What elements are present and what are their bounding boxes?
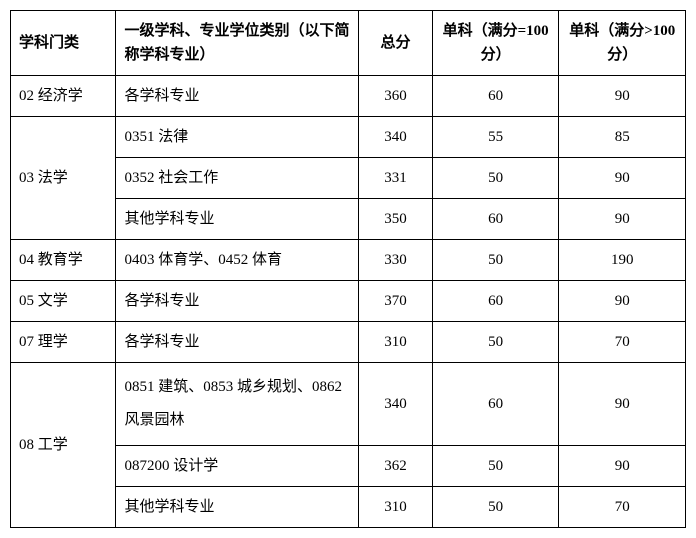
cell-single100: 50 <box>432 446 559 487</box>
cell-total: 340 <box>359 117 433 158</box>
cell-single100: 60 <box>432 281 559 322</box>
cell-singleover100: 90 <box>559 363 686 446</box>
cell-single100: 60 <box>432 76 559 117</box>
cell-category: 04 教育学 <box>11 240 116 281</box>
cell-singleover100: 90 <box>559 76 686 117</box>
cell-single100: 50 <box>432 240 559 281</box>
cell-total: 362 <box>359 446 433 487</box>
header-category: 学科门类 <box>11 11 116 76</box>
cell-category: 07 理学 <box>11 322 116 363</box>
cell-singleover100: 90 <box>559 199 686 240</box>
cell-subject: 087200 设计学 <box>116 446 359 487</box>
cell-singleover100: 190 <box>559 240 686 281</box>
cell-total: 330 <box>359 240 433 281</box>
cell-single100: 50 <box>432 487 559 528</box>
cell-subject: 0351 法律 <box>116 117 359 158</box>
cell-total: 360 <box>359 76 433 117</box>
header-subject: 一级学科、专业学位类别（以下简称学科专业） <box>116 11 359 76</box>
cell-subject: 0352 社会工作 <box>116 158 359 199</box>
table-row: 05 文学各学科专业3706090 <box>11 281 686 322</box>
cell-total: 310 <box>359 322 433 363</box>
score-table: 学科门类 一级学科、专业学位类别（以下简称学科专业） 总分 单科（满分=100 … <box>10 10 686 528</box>
cell-category: 05 文学 <box>11 281 116 322</box>
cell-singleover100: 85 <box>559 117 686 158</box>
cell-singleover100: 90 <box>559 158 686 199</box>
cell-single100: 55 <box>432 117 559 158</box>
cell-subject: 各学科专业 <box>116 322 359 363</box>
cell-single100: 60 <box>432 363 559 446</box>
cell-subject: 各学科专业 <box>116 76 359 117</box>
header-total: 总分 <box>359 11 433 76</box>
cell-total: 340 <box>359 363 433 446</box>
cell-singleover100: 90 <box>559 281 686 322</box>
cell-category: 02 经济学 <box>11 76 116 117</box>
cell-singleover100: 90 <box>559 446 686 487</box>
cell-singleover100: 70 <box>559 487 686 528</box>
cell-singleover100: 70 <box>559 322 686 363</box>
table-row: 02 经济学各学科专业3606090 <box>11 76 686 117</box>
header-singleover100: 单科（满分>100 分） <box>559 11 686 76</box>
cell-category: 08 工学 <box>11 363 116 528</box>
cell-single100: 50 <box>432 322 559 363</box>
table-row: 03 法学0351 法律3405585 <box>11 117 686 158</box>
cell-total: 331 <box>359 158 433 199</box>
cell-single100: 60 <box>432 199 559 240</box>
cell-single100: 50 <box>432 158 559 199</box>
cell-total: 310 <box>359 487 433 528</box>
table-row: 07 理学各学科专业3105070 <box>11 322 686 363</box>
table-row: 08 工学0851 建筑、0853 城乡规划、0862 风景园林3406090 <box>11 363 686 446</box>
table-row: 04 教育学0403 体育学、0452 体育33050190 <box>11 240 686 281</box>
cell-subject: 0851 建筑、0853 城乡规划、0862 风景园林 <box>116 363 359 446</box>
cell-total: 370 <box>359 281 433 322</box>
cell-subject: 各学科专业 <box>116 281 359 322</box>
cell-subject: 其他学科专业 <box>116 487 359 528</box>
cell-subject: 0403 体育学、0452 体育 <box>116 240 359 281</box>
header-single100: 单科（满分=100 分） <box>432 11 559 76</box>
cell-total: 350 <box>359 199 433 240</box>
header-row: 学科门类 一级学科、专业学位类别（以下简称学科专业） 总分 单科（满分=100 … <box>11 11 686 76</box>
cell-subject: 其他学科专业 <box>116 199 359 240</box>
cell-category: 03 法学 <box>11 117 116 240</box>
table-body: 02 经济学各学科专业360609003 法学0351 法律3405585035… <box>11 76 686 528</box>
